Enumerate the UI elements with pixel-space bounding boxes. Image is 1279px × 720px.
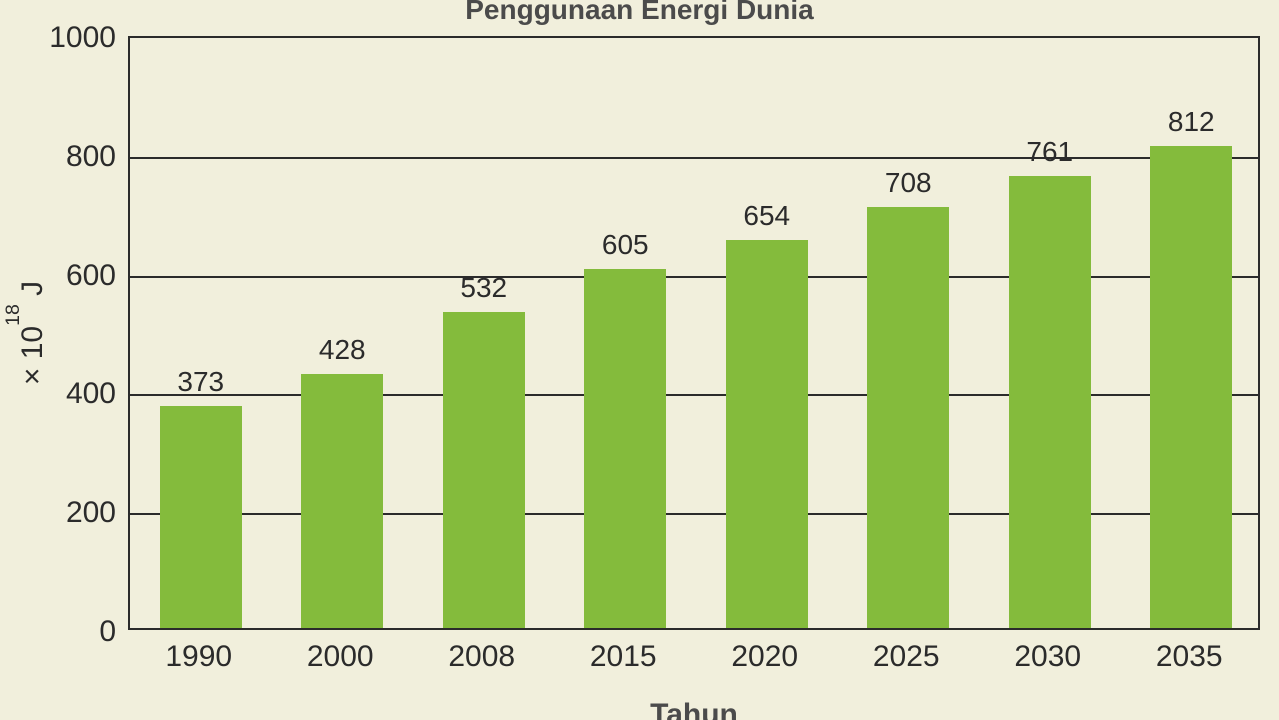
y-tick-label: 600: [0, 259, 116, 293]
x-tick-label: 2030: [1014, 640, 1081, 674]
bar-value-label: 532: [460, 272, 507, 304]
bars: 373 428 532 605 654 708 761 812: [130, 38, 1258, 628]
y-tick-label: 400: [0, 377, 116, 411]
y-tick-label: 1000: [0, 21, 116, 55]
energy-chart: Penggunaan Energi Dunia × 1018 J 3734285…: [0, 0, 1279, 720]
bar-value-label: 812: [1168, 106, 1215, 138]
bar: [867, 207, 949, 628]
bar: [160, 406, 242, 628]
bar: [726, 240, 808, 628]
y-tick-label: 0: [0, 615, 116, 649]
bar-value-label: 605: [602, 229, 649, 261]
bar: [1150, 146, 1232, 628]
plot-area: 373 428 532 605 654 708 761 812: [128, 36, 1260, 630]
x-tick-label: 2025: [873, 640, 940, 674]
bar-value-label: 654: [743, 200, 790, 232]
bar: [1009, 176, 1091, 628]
bar-value-label: 761: [1026, 136, 1073, 168]
bar-value-label: 428: [319, 334, 366, 366]
x-tick-label: 1990: [165, 640, 232, 674]
chart-title: Penggunaan Energi Dunia: [0, 0, 1279, 26]
bar-value-label: 708: [885, 167, 932, 199]
x-tick-label: 2020: [731, 640, 798, 674]
bar-value-label: 373: [177, 366, 224, 398]
bar: [443, 312, 525, 628]
x-axis-label: Tahun: [128, 698, 1260, 720]
bar: [584, 269, 666, 628]
x-tick-label: 2008: [448, 640, 515, 674]
y-tick-label: 800: [0, 140, 116, 174]
y-tick-label: 200: [0, 496, 116, 530]
x-tick-label: 2035: [1156, 640, 1223, 674]
x-tick-label: 2015: [590, 640, 657, 674]
x-tick-label: 2000: [307, 640, 374, 674]
bar: [301, 374, 383, 628]
